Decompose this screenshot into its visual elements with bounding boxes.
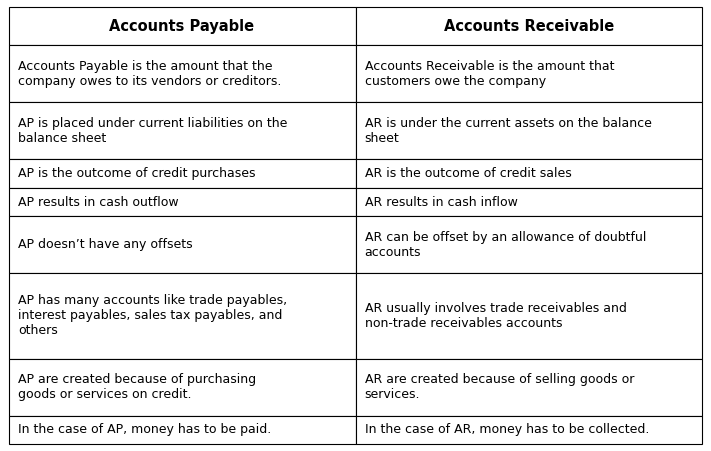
Bar	[356, 102, 702, 159]
Text: Accounts Payable: Accounts Payable	[109, 18, 255, 33]
Text: AP has many accounts like trade payables,
interest payables, sales tax payables,: AP has many accounts like trade payables…	[18, 295, 287, 337]
Bar	[356, 216, 702, 273]
Text: AR is the outcome of credit sales: AR is the outcome of credit sales	[365, 167, 572, 180]
Text: AP is placed under current liabilities on the
balance sheet: AP is placed under current liabilities o…	[18, 117, 287, 145]
Bar	[9, 45, 356, 102]
Text: AR are created because of selling goods or
services.: AR are created because of selling goods …	[365, 373, 634, 401]
Bar	[356, 273, 702, 359]
Text: AR usually involves trade receivables and
non-trade receivables accounts: AR usually involves trade receivables an…	[365, 302, 626, 330]
Text: Accounts Receivable: Accounts Receivable	[444, 18, 614, 33]
Text: In the case of AR, money has to be collected.: In the case of AR, money has to be colle…	[365, 423, 649, 437]
Bar	[9, 416, 356, 444]
Bar	[356, 416, 702, 444]
Text: Accounts Receivable is the amount that
customers owe the company: Accounts Receivable is the amount that c…	[365, 60, 614, 88]
Text: AR is under the current assets on the balance
sheet: AR is under the current assets on the ba…	[365, 117, 651, 145]
Bar	[356, 359, 702, 416]
Text: AP results in cash outflow: AP results in cash outflow	[18, 195, 178, 208]
Text: AP doesn’t have any offsets: AP doesn’t have any offsets	[18, 238, 193, 251]
Text: Accounts Payable is the amount that the
company owes to its vendors or creditors: Accounts Payable is the amount that the …	[18, 60, 281, 88]
Bar	[9, 216, 356, 273]
Bar	[9, 159, 356, 188]
Bar	[356, 159, 702, 188]
Text: AR can be offset by an allowance of doubtful
accounts: AR can be offset by an allowance of doub…	[365, 231, 646, 259]
Bar	[356, 188, 702, 216]
Bar	[9, 7, 356, 45]
Bar	[9, 188, 356, 216]
Bar	[9, 359, 356, 416]
Bar	[356, 7, 702, 45]
Bar	[9, 102, 356, 159]
Bar	[356, 45, 702, 102]
Text: AR results in cash inflow: AR results in cash inflow	[365, 195, 518, 208]
Text: In the case of AP, money has to be paid.: In the case of AP, money has to be paid.	[18, 423, 271, 437]
Text: AP are created because of purchasing
goods or services on credit.: AP are created because of purchasing goo…	[18, 373, 256, 401]
Bar	[9, 273, 356, 359]
Text: AP is the outcome of credit purchases: AP is the outcome of credit purchases	[18, 167, 255, 180]
